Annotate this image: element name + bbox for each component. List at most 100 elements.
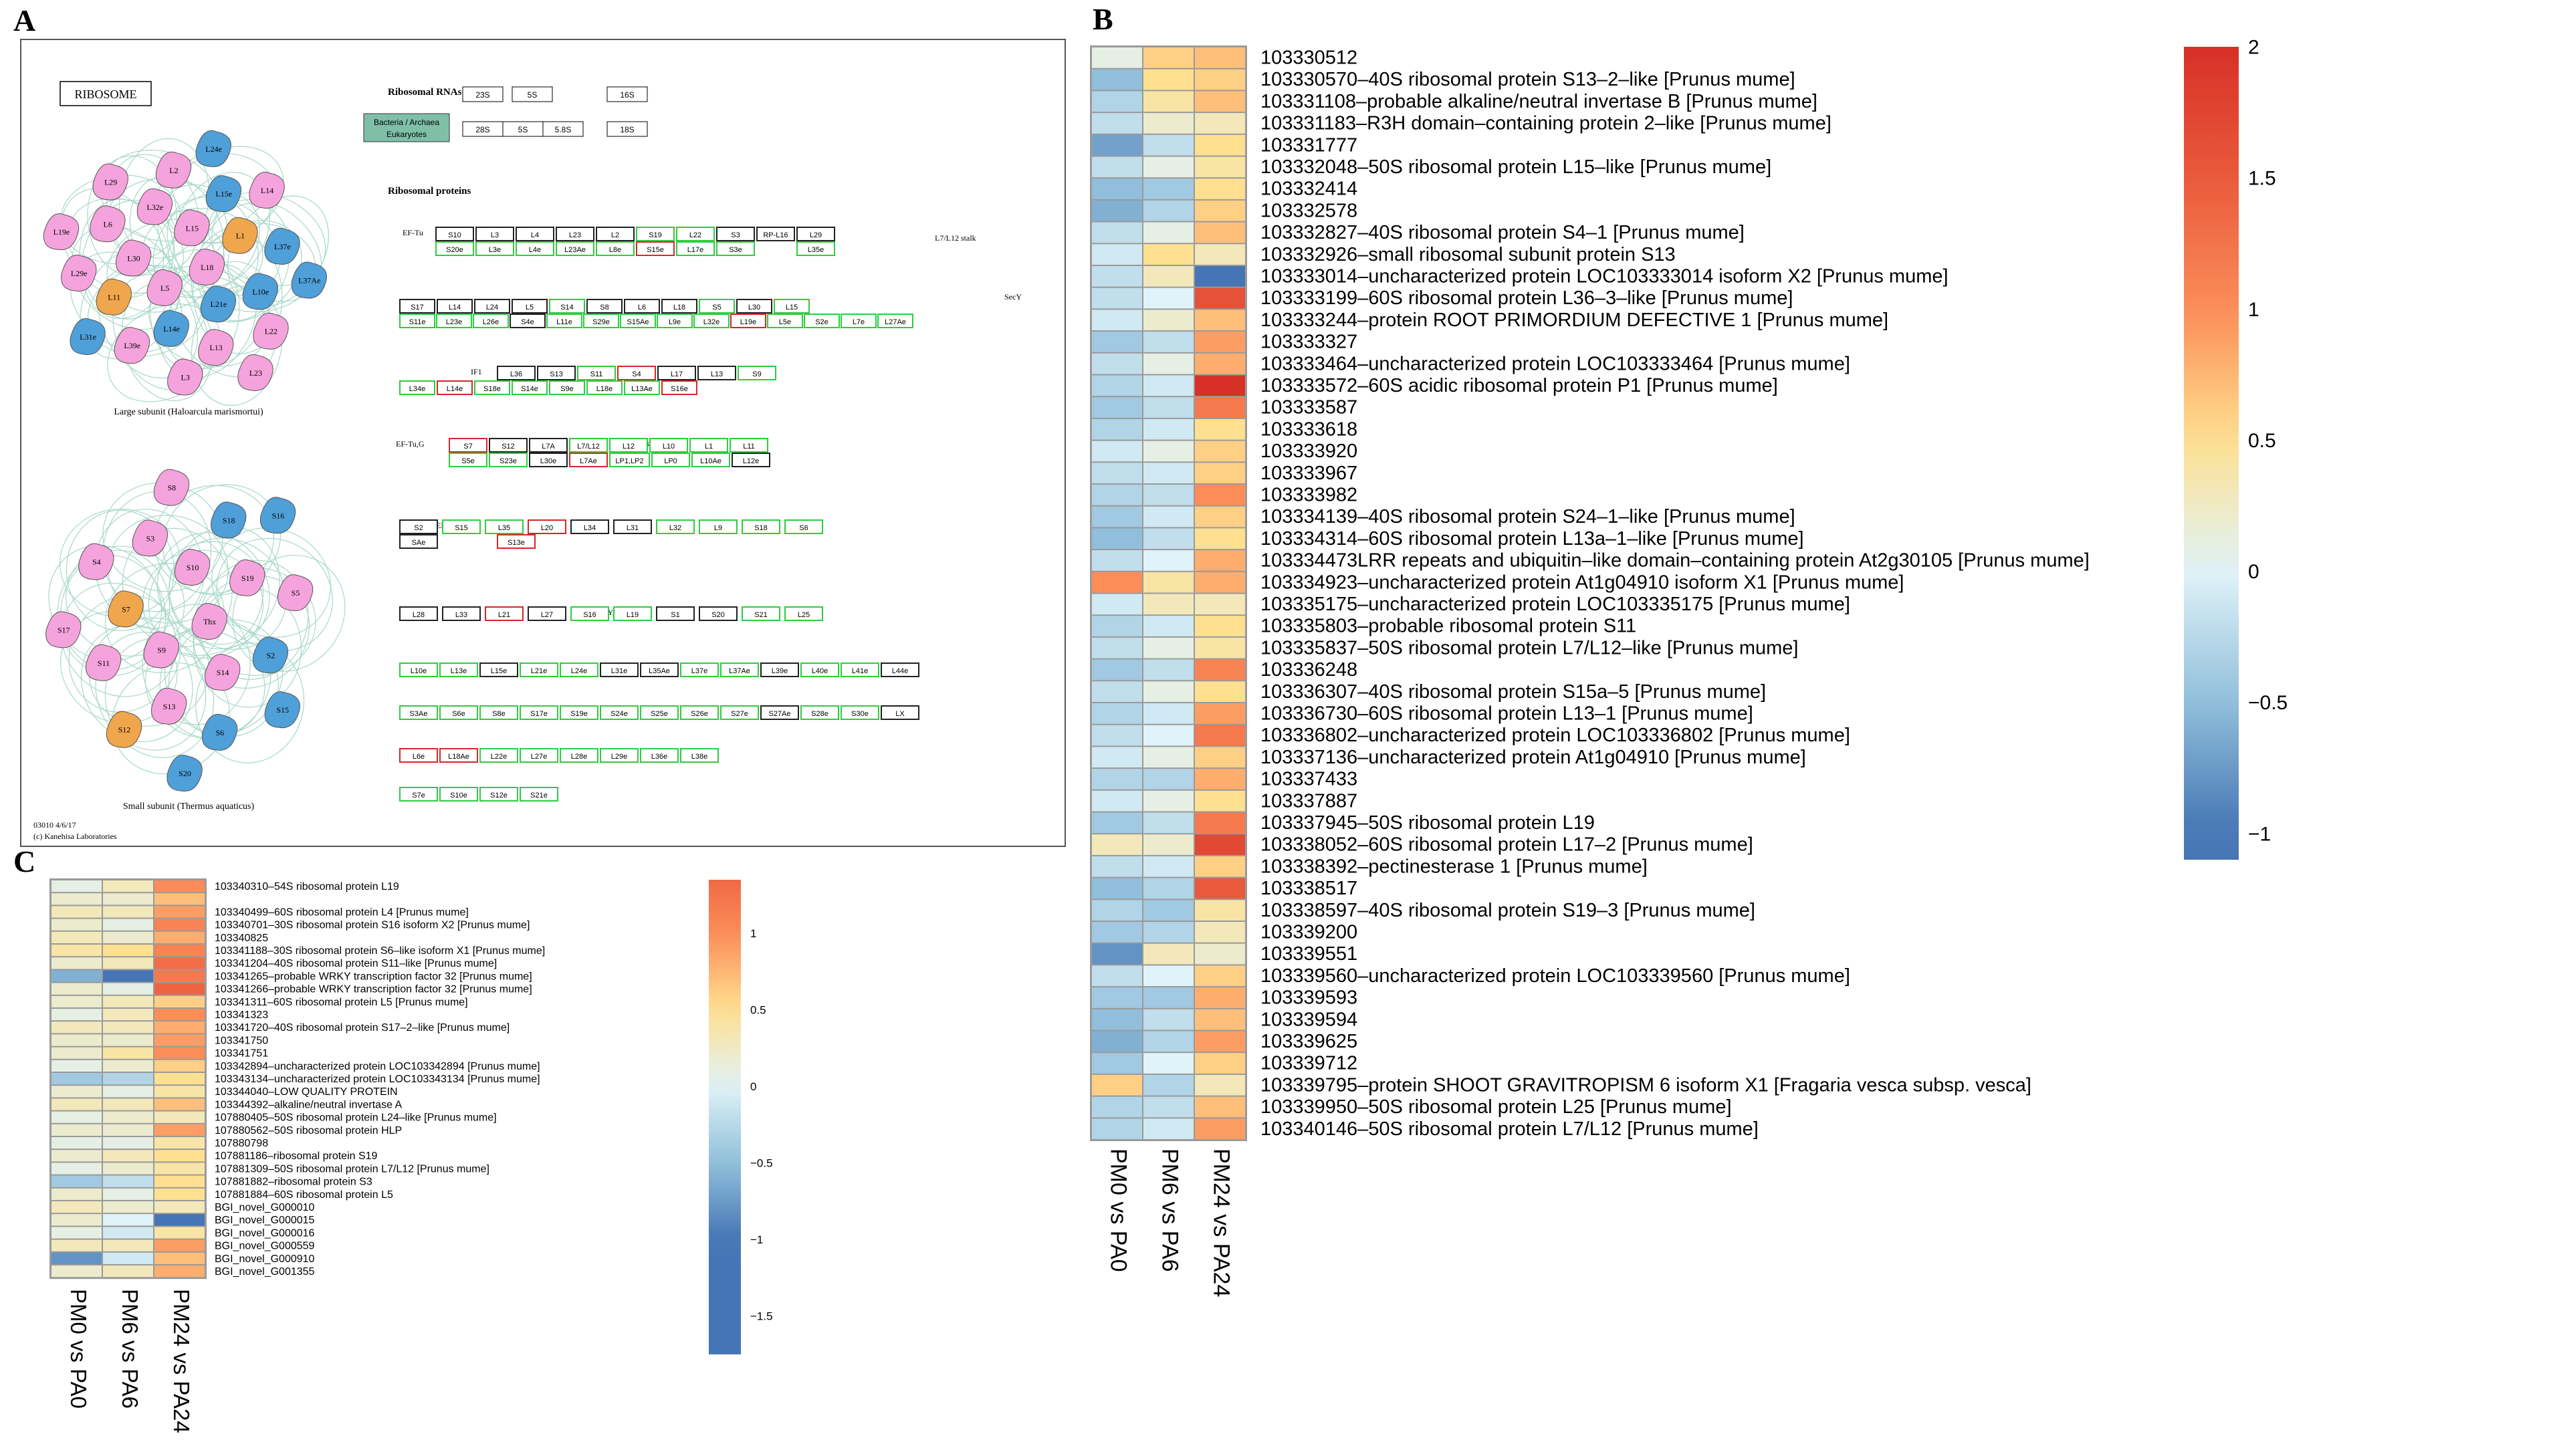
heatmap-cell [103, 1252, 153, 1264]
protein-box-s8e [479, 705, 518, 720]
heatmap-row-label: 103339551 [1260, 943, 1357, 965]
heatmap-cell [1195, 922, 1245, 943]
protein-blob-label: L14 [261, 186, 273, 195]
heatmap-cell [1092, 681, 1142, 702]
protein-blob-l24e [195, 130, 231, 167]
protein-label: L33 [455, 611, 467, 619]
protein-box-l13e [439, 662, 478, 677]
heatmap-cell [1195, 506, 1245, 527]
heatmap-cell [1092, 659, 1142, 681]
protein-section-title: Ribosomal proteins [388, 186, 471, 197]
heatmap-cell [1143, 222, 1194, 243]
protein-box-l12e [732, 453, 770, 467]
heatmap-cell [1195, 703, 1245, 724]
legend-tick-label: 0.5 [750, 1004, 766, 1017]
protein-label: L14e [447, 385, 463, 393]
protein-box-l11e [546, 314, 582, 328]
protein-label: S15 [455, 524, 468, 532]
protein-box-s29e [583, 314, 619, 328]
protein-label: S15e [647, 246, 664, 254]
legend-tick-label: −1.5 [750, 1310, 773, 1323]
protein-label: L32e [703, 318, 719, 326]
protein-label: L4 [531, 231, 539, 239]
protein-box-s19 [636, 227, 675, 241]
protein-box-l1 [689, 438, 728, 453]
rna-label: 23S [475, 90, 489, 100]
protein-blob-s10 [174, 549, 211, 586]
heatmap-cell [51, 1201, 102, 1213]
protein-box-l19e [730, 314, 766, 328]
protein-box-l5e [767, 314, 803, 328]
rna-box-5s-bacteria [512, 86, 553, 102]
protein-blob-label: S12 [118, 725, 131, 735]
rna-box-18s-euk [606, 121, 648, 137]
protein-blob-l19e [43, 213, 80, 251]
protein-blob-label: S4 [92, 558, 101, 567]
heatmap-column-label: PM24 vs PA24 [169, 1289, 194, 1433]
heatmap-cell [1143, 943, 1194, 965]
protein-box-l35ae [640, 662, 679, 677]
protein-blob-label: L19e [53, 227, 70, 237]
rna-backbone-strand [66, 509, 175, 631]
protein-blob-label: S15 [276, 705, 289, 715]
heatmap-cell [103, 906, 153, 918]
heatmap-cell [51, 983, 102, 995]
heatmap-cell [1143, 1053, 1194, 1074]
heatmap-cell [154, 1047, 205, 1059]
heatmap-row-label: BGI_novel_G000016 [215, 1227, 315, 1239]
protein-label: S16 [583, 611, 596, 619]
heatmap-row-label: 103339200 [1260, 922, 1357, 943]
heatmap-row-label: 103333587 [1260, 397, 1357, 418]
protein-box-l21 [485, 606, 524, 621]
heatmap-cell [1092, 200, 1142, 221]
protein-blob-label: L15e [215, 189, 232, 199]
heatmap-cell [1195, 418, 1245, 440]
heatmap-cell [51, 1175, 102, 1187]
heatmap-cell [1092, 943, 1142, 965]
panel-label-c: C [13, 844, 36, 878]
heatmap-cell [154, 1175, 205, 1187]
heatmap-row-label: 103330570–40S ribosomal protein S13–2–li… [1260, 69, 1795, 90]
heatmap-cell [1092, 1096, 1142, 1118]
protein-box-l17e [676, 241, 715, 256]
heatmap-cell [1143, 725, 1194, 746]
heatmap-row-label: 103338052–60S ribosomal protein L17–2 [P… [1260, 834, 1753, 856]
protein-blob-label: L3 [181, 372, 189, 382]
protein-blob-label: S9 [157, 646, 166, 655]
protein-label: S15Ae [627, 318, 649, 326]
kegg-copyright: (c) Kanehisa Laboratories [33, 832, 117, 841]
heatmap-row-label: 103341188–30S ribosomal protein S6–like … [215, 945, 545, 957]
heatmap-cell [1195, 222, 1245, 243]
heatmap-cell [1143, 747, 1194, 768]
protein-box-s7e [399, 787, 438, 802]
color-legend-bar [2184, 47, 2239, 860]
protein-label: L10e [411, 667, 427, 675]
kegg-title-box [60, 81, 152, 106]
protein-label: L40e [812, 667, 828, 675]
protein-box-s25e [640, 705, 679, 720]
heatmap-row-label: 103333982 [1260, 485, 1357, 506]
protein-label: S23e [500, 457, 517, 465]
protein-box-l27 [528, 606, 566, 621]
heatmap-cell [1092, 178, 1142, 199]
protein-box-l18e [586, 380, 623, 395]
heatmap-cell [1092, 834, 1142, 855]
protein-blob-label: L2 [169, 166, 178, 175]
heatmap-row-label: 103335803–probable ribosomal protein S11 [1260, 616, 1636, 637]
protein-box-s11e [399, 314, 435, 328]
protein-label: S8e [492, 710, 506, 718]
heatmap-cell [51, 1034, 102, 1046]
heatmap-row-label: 103340825 [215, 933, 268, 944]
heatmap-cell [1195, 659, 1245, 681]
heatmap-row-label: 103333967 [1260, 463, 1357, 484]
heatmap-cell [1195, 900, 1245, 921]
heatmap-cell [51, 1098, 102, 1110]
heatmap-cell [103, 893, 153, 905]
heatmap-cell [154, 1163, 205, 1175]
protein-box-l12 [609, 438, 648, 453]
protein-box-l10e [399, 662, 438, 677]
protein-box-s15 [442, 519, 481, 534]
protein-label: S20 [711, 611, 725, 619]
heatmap-row-label: 103334473LRR repeats and ubiquitin–like … [1260, 550, 2090, 572]
protein-blob-label: L15 [186, 223, 199, 233]
